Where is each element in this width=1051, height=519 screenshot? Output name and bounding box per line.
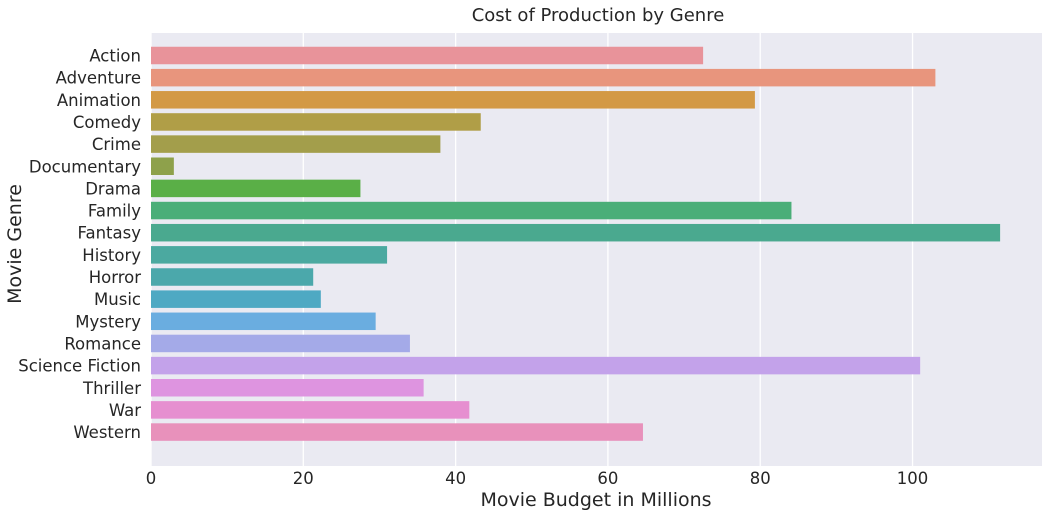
bars [151, 46, 1001, 441]
bar-romance [151, 334, 410, 353]
y-tick-label: Animation [57, 91, 141, 110]
bar-family [151, 201, 792, 220]
bar-science-fiction [151, 356, 921, 375]
y-tick-label: Documentary [29, 157, 141, 176]
bar-thriller [151, 379, 424, 397]
y-tick-label: Mystery [75, 312, 141, 331]
bar-action [151, 46, 704, 65]
bar-western [151, 423, 643, 441]
y-axis-label: Movie Genre [4, 184, 26, 304]
x-axis-label: Movie Budget in Millions [480, 489, 711, 511]
y-tick-label: Music [94, 290, 141, 309]
bar-horror [151, 268, 314, 286]
chart-title: Cost of Production by Genre [472, 5, 725, 26]
y-tick-label: Adventure [56, 69, 141, 88]
x-tick-label: 0 [146, 469, 157, 488]
y-tick-label: Western [73, 423, 141, 442]
y-tick-label: Science Fiction [18, 357, 141, 376]
x-tick-label: 40 [445, 469, 466, 488]
bar-crime [151, 135, 441, 153]
x-tick-label: 100 [897, 469, 929, 488]
bar-animation [151, 91, 755, 109]
y-tick-label: Thriller [82, 379, 141, 398]
bar-adventure [151, 68, 936, 87]
x-tick-labels: 0 20 40 60 80 100 [146, 469, 929, 488]
bar-history [151, 246, 388, 264]
y-tick-label: Crime [92, 135, 141, 154]
y-tick-label: Action [89, 47, 141, 66]
x-tick-label: 20 [293, 469, 314, 488]
bar-comedy [151, 113, 481, 131]
y-tick-label: Romance [64, 334, 141, 353]
y-tick-label: Drama [85, 179, 141, 198]
bar-war [151, 401, 470, 419]
y-tick-label: Family [88, 202, 141, 221]
x-tick-label: 80 [750, 469, 771, 488]
bar-mystery [151, 312, 376, 331]
bar-fantasy [151, 223, 1001, 242]
y-tick-label: History [82, 246, 141, 265]
y-tick-label: Fantasy [78, 224, 142, 243]
x-tick-label: 60 [597, 469, 618, 488]
bar-drama [151, 179, 361, 198]
y-tick-label: Horror [89, 268, 142, 287]
y-tick-label: War [109, 401, 141, 420]
bar-documentary [151, 157, 174, 175]
y-tick-label: Comedy [73, 113, 141, 132]
bar-music [151, 290, 321, 308]
y-tick-labels: Action Adventure Animation Comedy Crime Docum… [18, 47, 141, 443]
